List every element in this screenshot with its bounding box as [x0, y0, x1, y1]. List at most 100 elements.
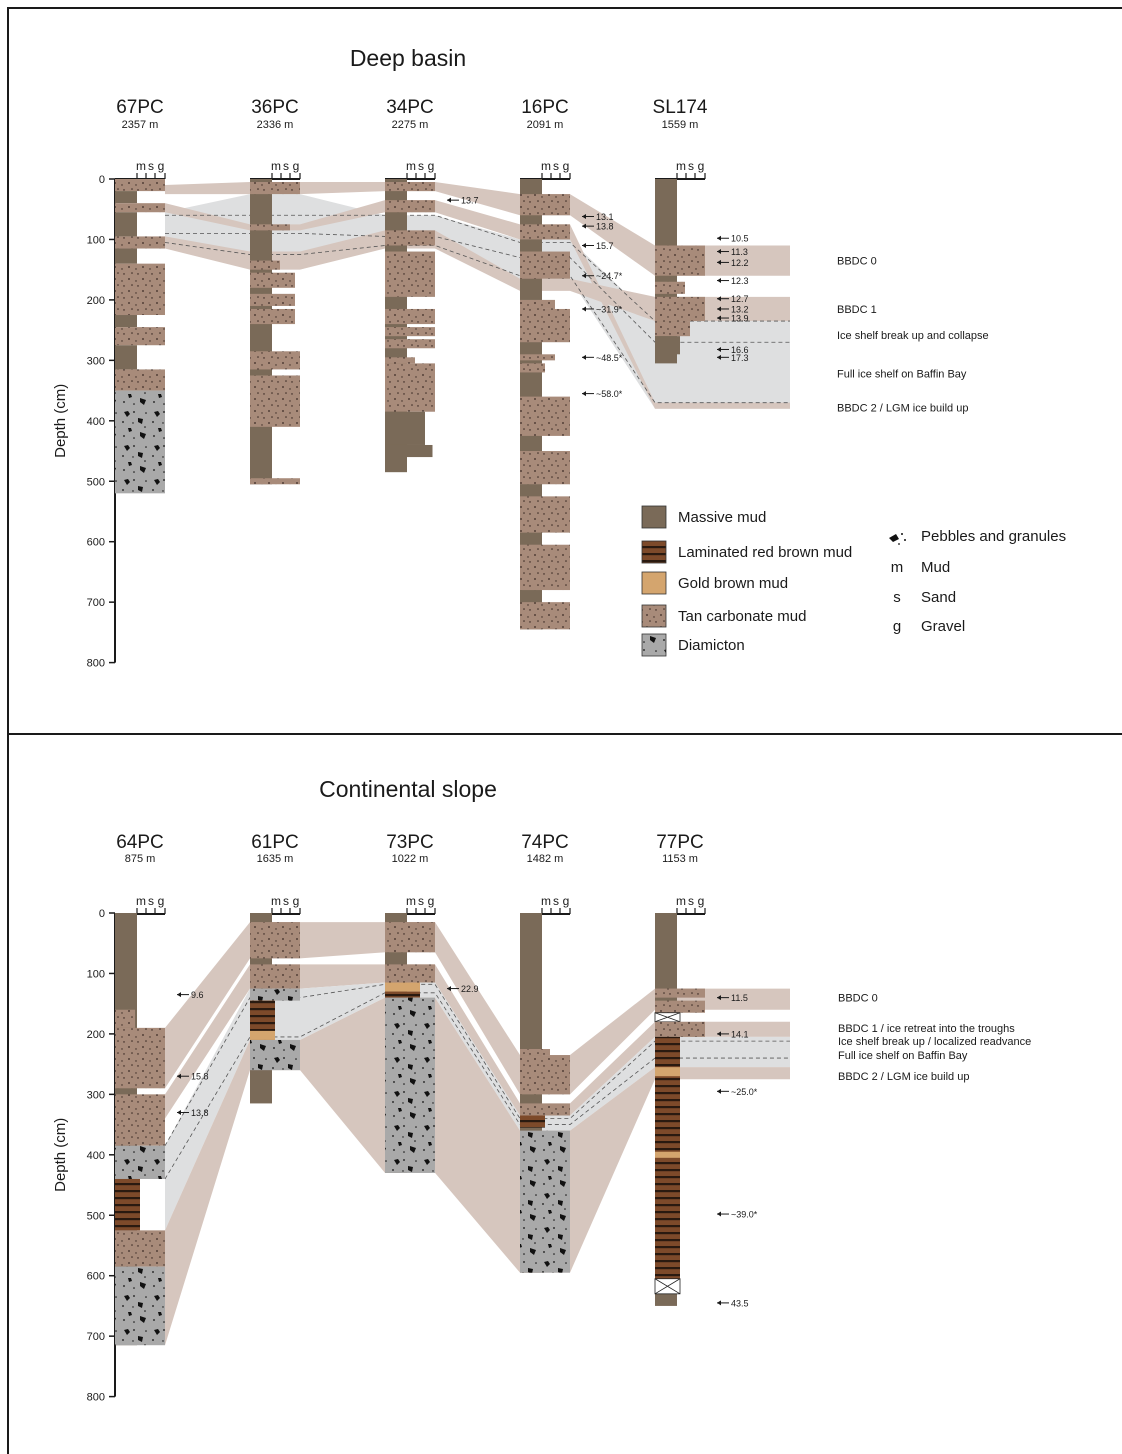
- core-water-depth: 2336 m: [257, 119, 294, 131]
- age-label: 16.6: [731, 345, 749, 355]
- depth-tick-label: 0: [99, 174, 105, 186]
- grain-scale-label: s: [553, 159, 559, 173]
- grain-scale-label: m: [676, 894, 686, 908]
- facies-unit-gold: [655, 1151, 680, 1158]
- age-marker: 11.5: [717, 993, 748, 1003]
- grain-scale-label: s: [148, 894, 154, 908]
- facies-unit-tan: [520, 224, 570, 240]
- facies-unit-mud: [115, 212, 137, 237]
- age-label: 12.7: [731, 294, 749, 304]
- depth-tick-label: 300: [87, 355, 105, 367]
- age-label: ~39.0*: [731, 1210, 758, 1220]
- age-label: 15.8: [191, 1072, 209, 1082]
- facies-unit-tan: [385, 308, 435, 325]
- core-gap-cross: [654, 1278, 681, 1295]
- core-water-depth: 875 m: [125, 853, 156, 865]
- correlation-band: [165, 922, 790, 1095]
- age-label: 13.8: [191, 1108, 209, 1118]
- facies-unit-mud: [655, 336, 680, 355]
- grain-scale-label: s: [148, 159, 154, 173]
- facies-unit-dia: [250, 1039, 300, 1071]
- facies-unit-tan: [385, 251, 435, 297]
- age-marker: 10.5: [717, 234, 749, 244]
- age-marker: 17.3: [717, 353, 749, 363]
- core-name: 74PC: [521, 832, 569, 853]
- age-label: ~31.9*: [596, 304, 623, 314]
- grain-scale-label: g: [293, 894, 300, 908]
- age-marker: 16.6: [717, 345, 749, 355]
- age-label: 10.5: [731, 234, 749, 244]
- core-water-depth: 1022 m: [392, 853, 429, 865]
- grain-scale-label: g: [158, 159, 165, 173]
- grain-scale-label: m: [271, 159, 281, 173]
- age-label: 22.9: [461, 984, 479, 994]
- legend-label: Pebbles and granules: [921, 528, 1066, 545]
- legend-symbol: s: [893, 589, 901, 606]
- depth-tick-label: 500: [87, 1210, 105, 1222]
- legend-swatch-tan: [641, 604, 667, 628]
- facies-unit-dia: [520, 1130, 570, 1273]
- age-label: 11.3: [731, 247, 748, 257]
- facies-unit-tan: [250, 224, 290, 231]
- legend-label: Gravel: [921, 618, 965, 635]
- core-water-depth: 1635 m: [257, 853, 294, 865]
- depth-axis-label: Depth (cm): [52, 384, 69, 458]
- event-annotation: BBDC 0: [837, 256, 877, 268]
- grain-scale-label: s: [418, 894, 424, 908]
- age-label: 12.3: [731, 276, 749, 286]
- grain-scale-label: g: [293, 159, 300, 173]
- depth-tick-label: 600: [87, 1271, 105, 1283]
- facies-unit-tan: [115, 203, 165, 213]
- grain-scale-label: s: [418, 159, 424, 173]
- age-marker: 13.8: [582, 222, 614, 232]
- age-arrow-head: [717, 235, 721, 241]
- age-marker: 12.3: [717, 276, 749, 286]
- facies-unit-gold: [250, 1030, 275, 1040]
- age-arrow-head: [717, 259, 721, 265]
- age-arrow-head: [717, 296, 721, 302]
- depth-tick-label: 700: [87, 1331, 105, 1343]
- core-name: 34PC: [386, 97, 434, 118]
- age-marker: 13.1: [582, 212, 614, 222]
- depth-tick-label: 100: [87, 968, 105, 980]
- age-marker: 14.1: [717, 1029, 749, 1039]
- age-arrow-head: [717, 354, 721, 360]
- facies-unit-tan: [520, 496, 570, 533]
- depth-tick-label: 600: [87, 537, 105, 549]
- age-arrow-head: [177, 1073, 181, 1079]
- age-arrow-head: [717, 249, 721, 255]
- correlation-dashed-line: [164, 983, 790, 1146]
- event-annotation: Full ice shelf on Baffin Bay: [838, 1050, 968, 1062]
- core-water-depth: 2091 m: [527, 119, 564, 131]
- facies-unit-tan: [520, 544, 570, 591]
- facies-unit-mud: [115, 248, 137, 264]
- depth-tick-label: 700: [87, 597, 105, 609]
- age-marker: ~25.0*: [717, 1087, 758, 1097]
- facies-unit-dia: [385, 997, 435, 1173]
- depth-tick-label: 300: [87, 1089, 105, 1101]
- facies-unit-gold: [655, 1067, 680, 1077]
- depth-tick-label: 800: [87, 658, 105, 670]
- facies-unit-tan: [250, 182, 300, 195]
- facies-unit-tan: [250, 922, 300, 959]
- age-label: ~24.7*: [596, 271, 623, 281]
- depth-axis: 0 100 200 300 400 500 600 700 800 Depth (cm): [52, 174, 116, 670]
- facies-unit-tan: [520, 1049, 550, 1056]
- correlation-band: [165, 997, 790, 1346]
- event-annotation: BBDC 1: [837, 304, 877, 316]
- age-label: 12.2: [731, 258, 749, 268]
- age-label: 15.7: [596, 241, 614, 251]
- facies-unit-tan: [115, 179, 165, 192]
- facies-unit-tan: [115, 1009, 135, 1028]
- age-marker: ~24.7*: [582, 271, 623, 281]
- age-arrow-head: [717, 346, 721, 352]
- legend-symbol: g: [893, 618, 901, 635]
- facies-unit-lam: [655, 1036, 680, 1288]
- facies-unit-tan: [250, 272, 295, 288]
- age-label: ~48.5*: [596, 353, 623, 363]
